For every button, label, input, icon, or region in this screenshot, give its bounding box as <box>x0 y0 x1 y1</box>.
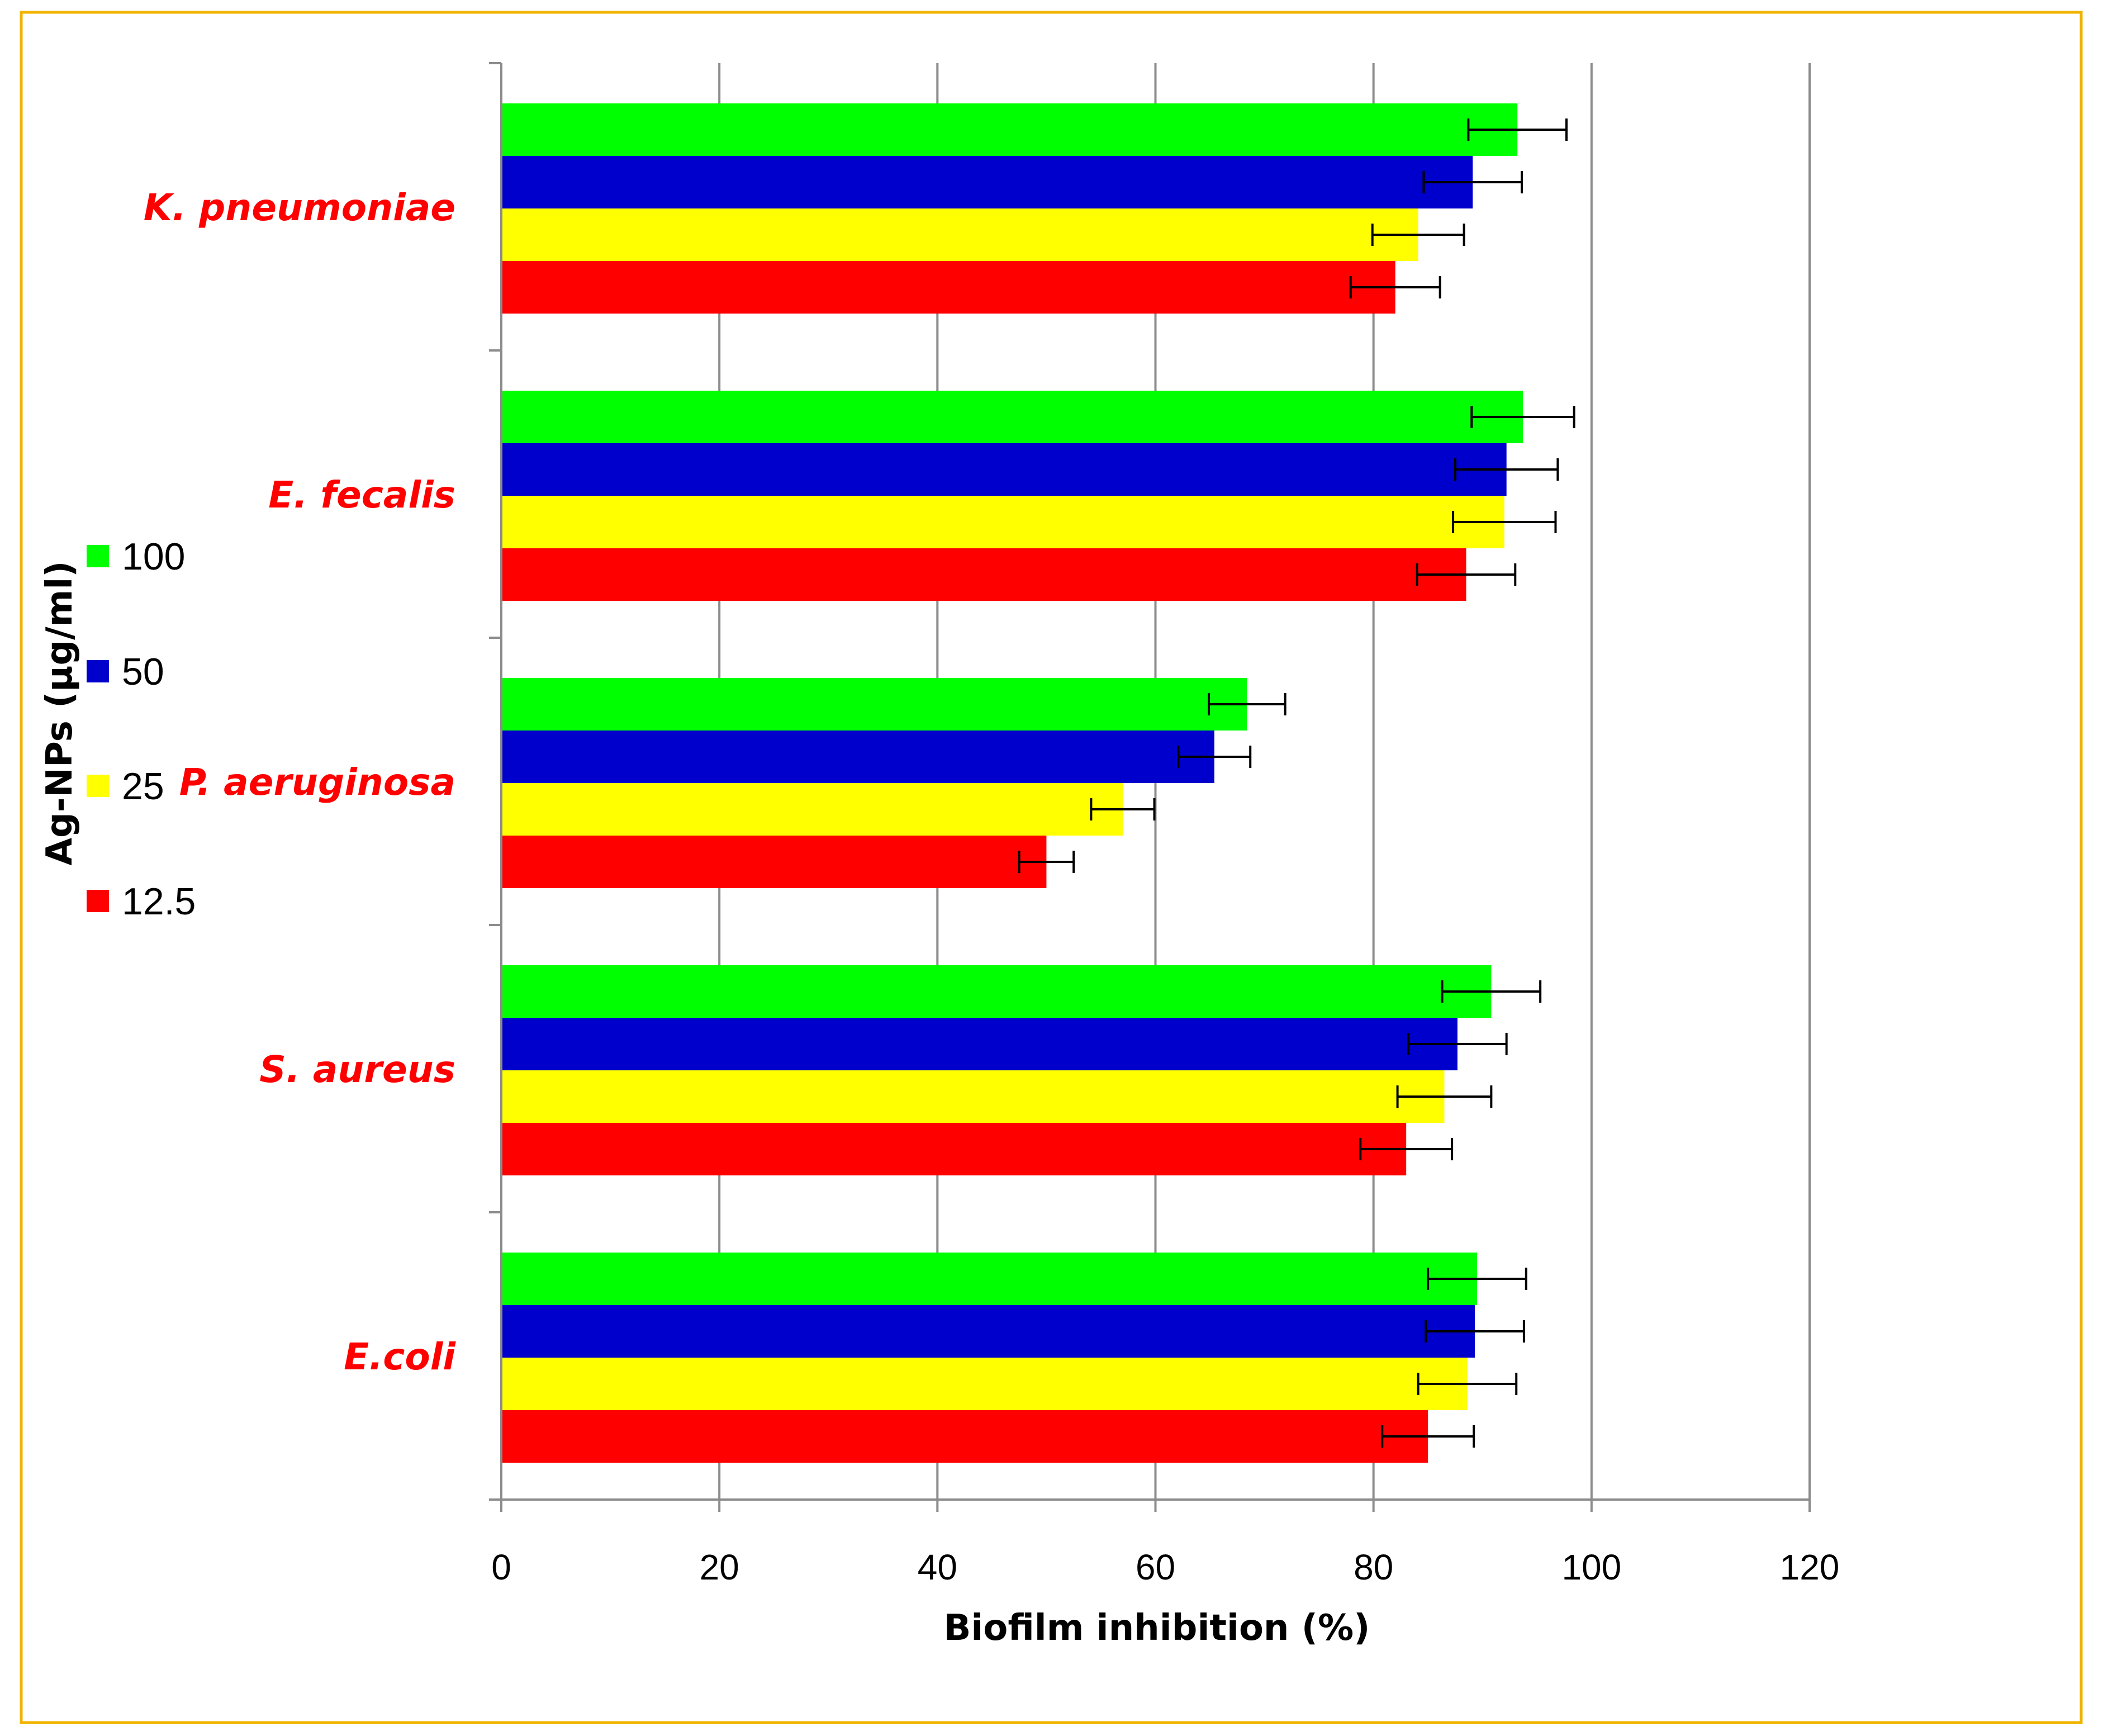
legend-label-25: 25 <box>122 765 164 808</box>
x-tick-label-20: 20 <box>700 1547 739 1587</box>
x-tick-label-60: 60 <box>1136 1547 1175 1587</box>
error-bar-e-coli-12.5 <box>1381 1425 1475 1448</box>
legend-swatch-100 <box>87 545 109 567</box>
error-bar-e-coli-50 <box>1425 1320 1525 1343</box>
error-bar-k-pneumoniae-50 <box>1422 171 1523 193</box>
category-label: E.coli <box>344 1335 456 1378</box>
category-label: P. aeruginosa <box>179 761 455 804</box>
axes <box>489 62 1811 1512</box>
error-bar-e-fecalis-25 <box>1452 511 1557 533</box>
category-label: K. pneumoniae <box>144 186 455 229</box>
bar-e-fecalis-25 <box>501 496 1504 548</box>
error-bar-e-coli-100 <box>1427 1268 1527 1290</box>
bar-e-coli-50 <box>501 1305 1475 1358</box>
x-tick-label-100: 100 <box>1561 1547 1621 1587</box>
bar-p-aeruginosa-25 <box>501 783 1123 836</box>
error-bar-s-aureus-25 <box>1396 1085 1493 1108</box>
bar-e-coli-100 <box>501 1253 1477 1305</box>
x-axis-title: Biofilm inhibition (%) <box>944 1607 1370 1649</box>
bar-p-aeruginosa-12.5 <box>501 836 1047 888</box>
legend-swatch-25 <box>87 775 109 797</box>
error-bar-e-fecalis-100 <box>1470 406 1575 428</box>
bar-e-coli-12.5 <box>501 1410 1428 1463</box>
legend-label-12.5: 12.5 <box>122 880 196 923</box>
error-bar-e-fecalis-12.5 <box>1416 563 1517 586</box>
error-bar-e-coli-25 <box>1417 1373 1518 1395</box>
bar-s-aureus-100 <box>501 965 1492 1018</box>
error-bar-s-aureus-100 <box>1441 980 1542 1003</box>
error-bars <box>1018 118 1575 1448</box>
error-bar-s-aureus-12.5 <box>1359 1138 1454 1160</box>
bar-e-coli-25 <box>501 1358 1468 1410</box>
bar-k-pneumoniae-100 <box>501 103 1518 156</box>
legend-label-50: 50 <box>122 651 164 693</box>
bar-k-pneumoniae-25 <box>501 208 1418 261</box>
x-tick-label-40: 40 <box>918 1547 957 1587</box>
bar-e-fecalis-12.5 <box>501 548 1466 601</box>
bar-k-pneumoniae-12.5 <box>501 261 1395 314</box>
category-label: E. fecalis <box>268 473 455 516</box>
legend-label-100: 100 <box>122 535 185 578</box>
category-label: S. aureus <box>259 1048 455 1091</box>
bar-p-aeruginosa-50 <box>501 731 1214 783</box>
y-axis-title: Ag-NPs (µg/ml) <box>39 561 80 865</box>
error-bar-p-aeruginosa-50 <box>1177 746 1252 768</box>
labels: 0 20 40 60 80 100 120 K. pneumoniae E. fecalis P.… <box>144 186 1840 1587</box>
error-bar-k-pneumoniae-12.5 <box>1349 276 1441 298</box>
x-tick-label-80: 80 <box>1354 1547 1393 1587</box>
x-tick-label-0: 0 <box>491 1547 511 1587</box>
error-bar-k-pneumoniae-25 <box>1371 224 1465 246</box>
bars <box>501 103 1523 1463</box>
error-bar-k-pneumoniae-100 <box>1467 118 1568 141</box>
legend: 100 50 25 12.5 <box>87 535 196 923</box>
legend-swatch-50 <box>87 660 109 682</box>
bar-p-aeruginosa-100 <box>501 678 1247 731</box>
x-tick-label-120: 120 <box>1780 1547 1840 1587</box>
legend-swatch-12.5 <box>87 890 109 912</box>
bar-e-fecalis-50 <box>501 443 1507 496</box>
error-bar-s-aureus-50 <box>1407 1033 1508 1055</box>
bar-e-fecalis-100 <box>501 391 1523 443</box>
error-bar-p-aeruginosa-25 <box>1090 798 1156 820</box>
bar-k-pneumoniae-50 <box>501 156 1473 208</box>
error-bar-p-aeruginosa-100 <box>1208 693 1287 715</box>
error-bar-p-aeruginosa-12.5 <box>1018 851 1075 873</box>
error-bar-e-fecalis-50 <box>1454 458 1559 481</box>
bar-s-aureus-50 <box>501 1018 1458 1070</box>
bar-s-aureus-12.5 <box>501 1123 1407 1175</box>
bar-s-aureus-25 <box>501 1070 1445 1123</box>
